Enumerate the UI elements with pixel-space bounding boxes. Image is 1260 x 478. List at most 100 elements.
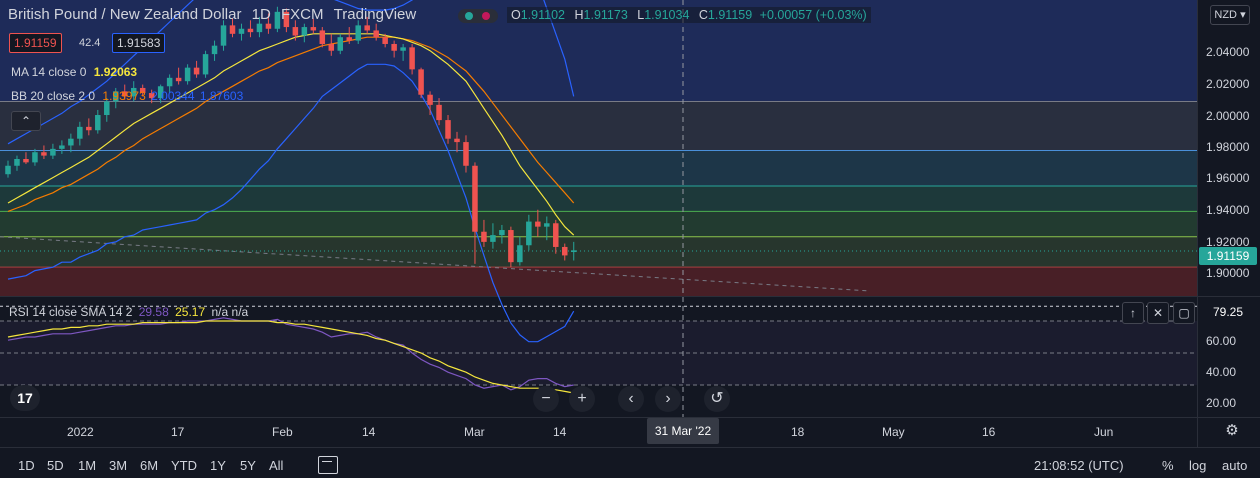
symbol-header[interactable]: British Pound / New Zealand Dollar 1D FX… <box>8 6 416 23</box>
close-pane-button[interactable]: ✕ <box>1147 302 1169 324</box>
rsi-sma-line <box>7 320 574 394</box>
candle-body <box>283 11 290 28</box>
zoom-out-button[interactable]: − <box>533 386 559 412</box>
collapse-legend-button[interactable]: ⌃ <box>11 111 41 131</box>
candle-body <box>5 165 11 175</box>
log-scale-button[interactable]: log <box>1189 458 1207 473</box>
timeframe-3m-button[interactable]: 3M <box>109 458 128 473</box>
candle-body <box>310 27 317 31</box>
timeframe-ytd-button[interactable]: YTD <box>171 458 197 473</box>
reset-icon: ↺ <box>710 390 724 407</box>
candle-body <box>526 221 532 246</box>
rsi-tick: 40.00 <box>1206 365 1237 379</box>
rsi-current-tag: 79.25 <box>1199 303 1257 321</box>
market-status-toggle[interactable] <box>458 9 498 23</box>
close-label: C <box>698 8 708 22</box>
scroll-right-button[interactable]: › <box>655 386 681 412</box>
status-dot-icon <box>482 12 490 20</box>
ma-line <box>7 33 575 236</box>
candle-body <box>373 30 379 38</box>
candle-body <box>454 138 460 143</box>
maximize-pane-button[interactable]: ▢ <box>1173 302 1195 324</box>
candle-body <box>445 120 451 139</box>
reset-chart-button[interactable]: ↺ <box>704 386 730 412</box>
time-tick: Jun <box>1094 425 1114 439</box>
currency-label: NZD <box>1214 9 1237 21</box>
timeframe-6m-button[interactable]: 6M <box>140 458 159 473</box>
auto-scale-button[interactable]: auto <box>1222 458 1248 473</box>
chevron-up-icon: ⌃ <box>20 114 32 128</box>
candle-body <box>202 54 209 75</box>
ma-legend[interactable]: MA 14 close 0 1.92063 <box>11 65 137 79</box>
time-tick: Feb <box>272 425 293 439</box>
trend-line <box>0 236 871 292</box>
interval-label: 1D <box>251 6 271 23</box>
bb-legend[interactable]: BB 20 close 2 0 1.93973 2.00344 1.87603 <box>11 89 243 103</box>
timeframe-5d-button[interactable]: 5D <box>47 458 64 473</box>
zoom-in-button[interactable]: + <box>569 386 595 412</box>
buy-button[interactable]: 1.91583 <box>112 33 166 53</box>
candle-body <box>59 145 65 149</box>
arrow-up-icon: ↑ <box>1130 306 1136 320</box>
minus-icon: − <box>541 390 551 407</box>
rsi-sma-value: 25.17 <box>175 305 206 319</box>
bb-basis-value: 1.93973 <box>102 89 146 103</box>
fib-zone <box>0 267 1197 296</box>
timeframe-5y-button[interactable]: 5Y <box>240 458 256 473</box>
price-tick: 1.90000 <box>1206 266 1250 280</box>
low-value: 1.91034 <box>644 8 690 22</box>
timeframe-1m-button[interactable]: 1M <box>78 458 97 473</box>
candle-body <box>265 23 272 29</box>
candle-body <box>86 126 92 131</box>
bb-lower-value: 1.87603 <box>199 89 244 103</box>
time-tick: 2022 <box>67 425 94 439</box>
timeframe-1d-button[interactable]: 1D <box>18 458 35 473</box>
chart-settings-button[interactable]: ⚙ <box>1222 421 1242 441</box>
price-tick: 2.00000 <box>1206 109 1250 123</box>
rsi-legend[interactable]: RSI 14 close SMA 14 2 29.58 25.17 n/a n/… <box>9 305 248 319</box>
change-value: +0.00057 (+0.03%) <box>759 8 867 22</box>
time-tick: 16 <box>982 425 996 439</box>
scroll-left-button[interactable]: ‹ <box>618 386 644 412</box>
candle-body <box>68 138 74 146</box>
fib-zone <box>0 150 1197 187</box>
candle-body <box>247 28 254 33</box>
symbol-title: British Pound / New Zealand Dollar <box>8 6 242 23</box>
candle-body <box>355 25 361 41</box>
sell-button[interactable]: 1.91159 <box>9 33 62 53</box>
fib-zone <box>0 101 1197 151</box>
candle-body <box>517 245 523 263</box>
candle-body <box>50 148 56 156</box>
candle-body <box>175 77 182 82</box>
rsi-tick: 20.00 <box>1206 396 1237 410</box>
candle-body <box>499 230 505 236</box>
candle-body <box>391 43 397 51</box>
candle-body <box>562 246 568 256</box>
date-range-button[interactable] <box>318 456 338 474</box>
candle-body <box>400 47 406 51</box>
close-icon: ✕ <box>1152 306 1164 320</box>
ma-value: 1.92063 <box>93 65 138 79</box>
timeframe-1y-button[interactable]: 1Y <box>210 458 226 473</box>
open-label: O <box>511 8 521 22</box>
candle-body <box>32 152 38 163</box>
currency-selector[interactable]: NZD ▾ <box>1210 5 1250 25</box>
gear-icon: ⚙ <box>1225 422 1239 439</box>
candle-body <box>427 94 433 105</box>
candle-body <box>346 37 352 41</box>
tradingview-logo-icon[interactable]: 17 <box>10 385 40 411</box>
chevron-right-icon: › <box>665 390 671 407</box>
move-pane-up-button[interactable]: ↑ <box>1122 302 1144 324</box>
percent-scale-button[interactable]: % <box>1162 458 1174 473</box>
crosshair-date-tag: 31 Mar '22 <box>647 418 719 444</box>
candle-body <box>490 235 496 242</box>
candle-body <box>553 223 559 247</box>
low-label: L <box>637 8 645 22</box>
candle-body <box>211 45 218 55</box>
timeframe-all-button[interactable]: All <box>269 458 284 473</box>
candle-body <box>77 126 83 139</box>
candle-body <box>418 69 424 95</box>
candle-body <box>570 250 577 253</box>
candle-body <box>220 25 227 46</box>
